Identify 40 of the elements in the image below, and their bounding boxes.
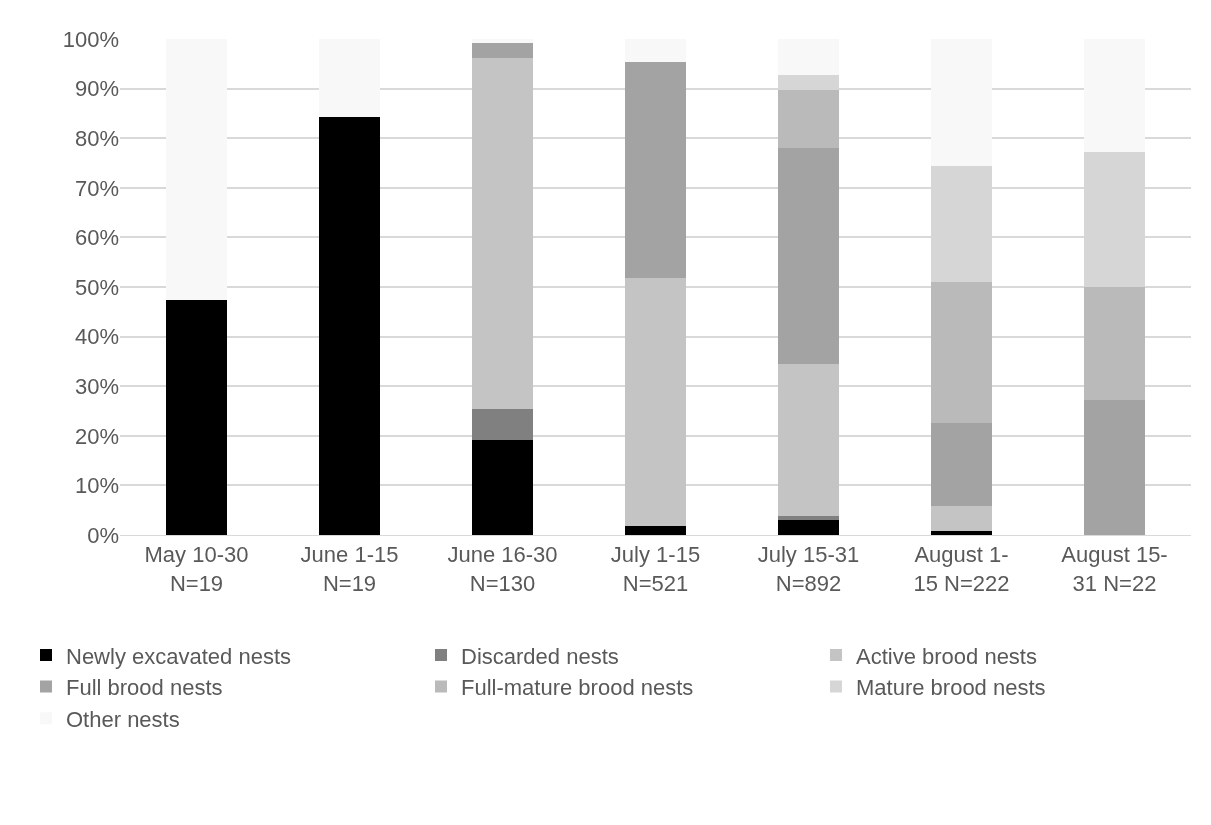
legend-label: Discarded nests — [461, 643, 619, 669]
bar — [777, 148, 840, 364]
y-tick-label: 60% — [74, 225, 119, 251]
legend-label: Full-mature brood nests — [461, 675, 694, 701]
x-tick-label: August 1- 15 N=222 — [913, 542, 1010, 596]
bar — [471, 409, 534, 440]
y-tick-label: 70% — [74, 175, 119, 201]
x-tick-label: June 16-30 N=130 — [447, 542, 558, 596]
legend-label: Newly excavated nests — [66, 643, 291, 669]
y-tick-label: 50% — [74, 274, 119, 300]
legend-label: Other nests — [66, 706, 180, 732]
y-tick-label: 40% — [74, 324, 119, 350]
y-tick-label: 20% — [74, 423, 119, 449]
legend-label: Active brood nests — [856, 643, 1037, 669]
bar — [624, 525, 687, 535]
bar — [624, 277, 687, 526]
bar — [471, 57, 534, 410]
bar — [1083, 399, 1146, 535]
x-tick-label: July 15-31 N=892 — [757, 542, 860, 596]
y-tick-label: 90% — [74, 76, 119, 102]
x-tick-label: May 10-30 N=19 — [144, 542, 249, 596]
x-tick-label: June 1-15 N=19 — [300, 542, 399, 596]
y-tick-label: 80% — [74, 125, 119, 151]
bar — [930, 422, 993, 506]
bar — [471, 439, 534, 535]
legend-label: Full brood nests — [66, 675, 223, 701]
bar — [777, 89, 840, 149]
bar — [777, 363, 840, 517]
y-tick-label: 0% — [87, 522, 119, 548]
bar — [777, 516, 840, 521]
bar — [1083, 287, 1146, 400]
y-tick-label: 10% — [74, 473, 119, 499]
x-tick-label: July 1-15 N=521 — [610, 542, 701, 596]
y-tick-label: 100% — [62, 26, 119, 52]
bar — [777, 520, 840, 535]
bar — [930, 505, 993, 531]
legend-label: Mature brood nests — [856, 675, 1046, 701]
y-tick-label: 30% — [74, 373, 119, 399]
x-tick-label: August 15- 31 N=22 — [1061, 542, 1168, 596]
bar — [930, 282, 993, 423]
